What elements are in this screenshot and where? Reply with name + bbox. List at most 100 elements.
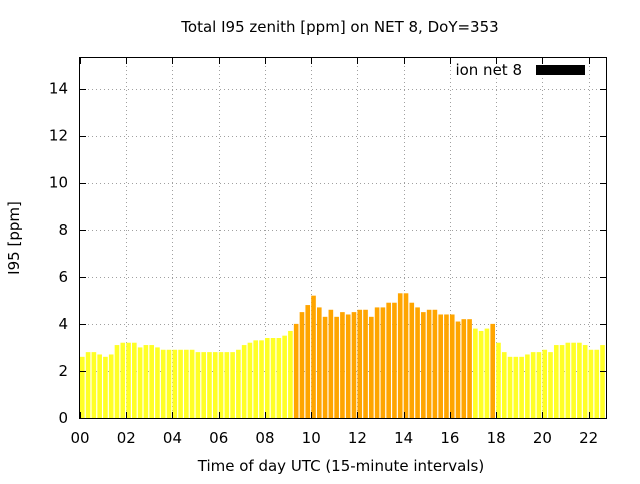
bar bbox=[501, 352, 507, 418]
bar bbox=[184, 349, 189, 418]
bar bbox=[403, 293, 409, 418]
x-tick-label: 20 bbox=[533, 429, 552, 447]
bar bbox=[553, 345, 559, 418]
bar bbox=[293, 323, 299, 418]
bar bbox=[496, 342, 501, 418]
bar bbox=[253, 340, 259, 418]
bar bbox=[224, 352, 230, 418]
chart-title: Total I95 zenith [ppm] on NET 8, DoY=353 bbox=[180, 18, 498, 36]
bar bbox=[201, 352, 206, 418]
x-tick-label: 04 bbox=[163, 429, 182, 447]
bar bbox=[166, 349, 172, 418]
bar bbox=[334, 316, 339, 418]
bar bbox=[97, 354, 102, 418]
bar bbox=[455, 321, 461, 418]
bar bbox=[155, 347, 160, 418]
bar bbox=[299, 312, 305, 418]
bar bbox=[305, 305, 311, 418]
bar bbox=[264, 338, 270, 418]
bar bbox=[565, 342, 571, 418]
bar bbox=[421, 312, 426, 418]
bar bbox=[351, 312, 357, 418]
bar bbox=[432, 309, 438, 418]
bar bbox=[392, 302, 397, 418]
bar bbox=[438, 314, 443, 418]
x-tick-label: 16 bbox=[440, 429, 459, 447]
bar bbox=[195, 352, 201, 418]
legend-label: ion net 8 bbox=[455, 61, 522, 79]
bar bbox=[490, 323, 496, 418]
bar bbox=[542, 349, 548, 418]
y-tick-label: 12 bbox=[49, 127, 68, 145]
bar bbox=[143, 345, 149, 418]
x-tick-label: 10 bbox=[302, 429, 321, 447]
bar bbox=[212, 352, 218, 418]
bar bbox=[357, 309, 363, 418]
bar bbox=[386, 302, 391, 418]
y-tick-label: 14 bbox=[49, 80, 68, 98]
bar bbox=[80, 356, 85, 418]
bar bbox=[363, 309, 368, 418]
bar bbox=[473, 328, 478, 418]
y-tick-label: 4 bbox=[58, 315, 68, 333]
y-tick-label: 2 bbox=[58, 362, 68, 380]
bar bbox=[380, 307, 386, 418]
bar bbox=[230, 352, 235, 418]
bar bbox=[328, 309, 334, 418]
bar bbox=[160, 349, 166, 418]
bar bbox=[172, 349, 178, 418]
x-tick-label: 00 bbox=[70, 429, 89, 447]
bar bbox=[259, 340, 264, 418]
bar bbox=[444, 314, 449, 418]
bar bbox=[513, 356, 519, 418]
bar bbox=[369, 316, 374, 418]
bar bbox=[137, 347, 143, 418]
bar bbox=[241, 345, 247, 418]
bar bbox=[548, 352, 553, 418]
bar bbox=[577, 342, 582, 418]
x-tick-label: 18 bbox=[487, 429, 506, 447]
bar bbox=[467, 319, 472, 418]
bar bbox=[120, 342, 126, 418]
bar bbox=[340, 312, 345, 418]
bar bbox=[103, 356, 108, 418]
y-axis-label: I95 [ppm] bbox=[5, 201, 23, 275]
y-tick-label: 10 bbox=[49, 174, 68, 192]
bar bbox=[461, 319, 467, 418]
x-tick-label: 08 bbox=[255, 429, 274, 447]
bar bbox=[582, 345, 588, 418]
bar bbox=[288, 330, 293, 418]
bar bbox=[571, 342, 576, 418]
bar bbox=[507, 356, 513, 418]
bar bbox=[525, 354, 530, 418]
bar bbox=[236, 349, 241, 418]
x-tick-label: 02 bbox=[117, 429, 136, 447]
bar bbox=[126, 342, 131, 418]
x-tick-label: 06 bbox=[209, 429, 228, 447]
bar bbox=[132, 342, 137, 418]
bar bbox=[530, 352, 536, 418]
bar bbox=[426, 309, 432, 418]
legend-swatch bbox=[536, 65, 585, 75]
y-tick-label: 0 bbox=[58, 409, 68, 427]
bar bbox=[478, 330, 484, 418]
bar bbox=[108, 354, 114, 418]
bar bbox=[415, 307, 420, 418]
bar bbox=[519, 356, 524, 418]
y-tick-label: 8 bbox=[58, 221, 68, 239]
bar bbox=[374, 307, 380, 418]
bar bbox=[559, 345, 565, 418]
bar bbox=[536, 352, 542, 418]
bar bbox=[218, 352, 224, 418]
bar bbox=[484, 328, 490, 418]
bar bbox=[397, 293, 403, 418]
bar bbox=[247, 342, 253, 418]
bar bbox=[316, 307, 322, 418]
bar bbox=[311, 295, 316, 418]
bar bbox=[85, 352, 91, 418]
plot-frame bbox=[79, 57, 607, 419]
bar bbox=[600, 345, 605, 418]
